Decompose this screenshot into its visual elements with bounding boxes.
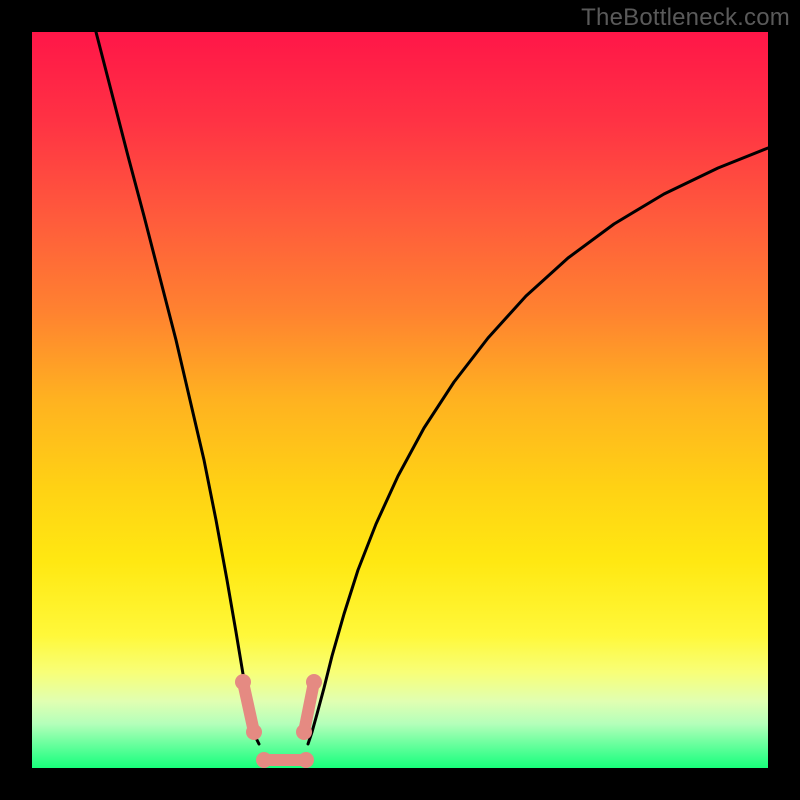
watermark-label: TheBottleneck.com: [581, 4, 790, 32]
annotation-endpoint: [235, 674, 251, 690]
annotation-endpoint: [298, 752, 314, 768]
chart-stage: TheBottleneck.com: [0, 0, 800, 800]
bottleneck-chart-svg: [0, 0, 800, 800]
annotation-endpoint: [296, 724, 312, 740]
annotation-endpoint: [306, 674, 322, 690]
annotation-endpoint: [246, 724, 262, 740]
chart-gradient-background: [32, 32, 768, 768]
annotation-endpoint: [256, 752, 272, 768]
